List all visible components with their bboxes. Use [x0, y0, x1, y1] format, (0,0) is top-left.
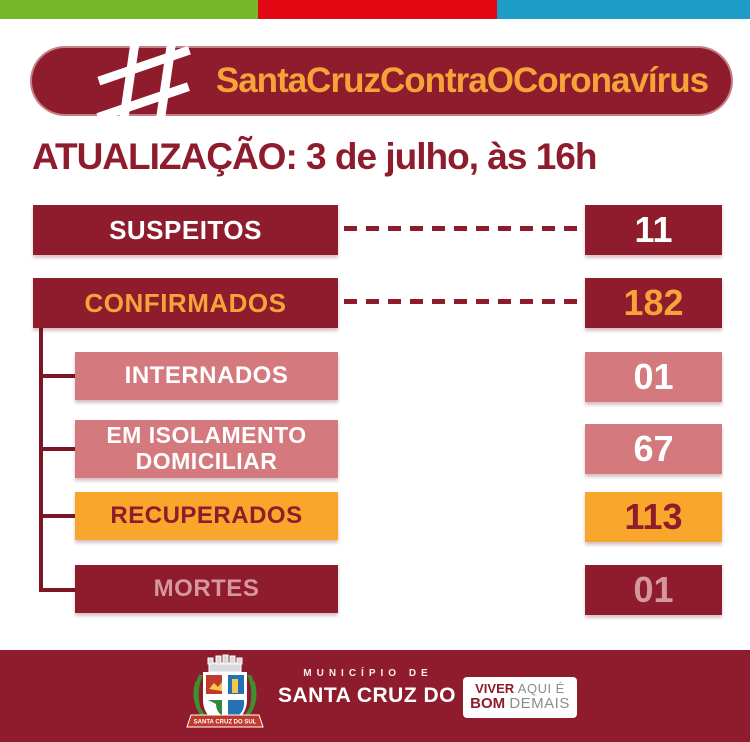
internados-label-box: INTERNADOS: [75, 352, 338, 400]
suspeitos-value: 11: [634, 209, 673, 250]
crest-ribbon-text: SANTA CRUZ DO SUL: [194, 720, 257, 726]
dashed-connector-confirmados: [344, 299, 580, 304]
tree-connector-recuperados: [41, 514, 75, 518]
badge-aqui-e: AQUI É: [517, 681, 565, 697]
top-stripe-red: [258, 0, 497, 19]
badge-demais: DEMAIS: [509, 695, 570, 713]
top-stripe-blue: [497, 0, 750, 19]
banner-hashtag-text: SantaCruzContraOCoronavírus: [215, 61, 709, 100]
badge-line-1: VIVER AQUI É: [475, 681, 565, 697]
isolamento-value: 67: [633, 428, 674, 469]
mortes-label: MORTES: [153, 575, 260, 602]
internados-label: INTERNADOS: [124, 362, 289, 389]
isolamento-label-box: EM ISOLAMENTO DOMICILIAR: [75, 420, 338, 478]
footer-band: SANTA CRUZ DO SUL MUNICÍPIO DE SANTA CRU…: [0, 650, 750, 742]
internados-value: 01: [633, 356, 674, 397]
tree-connector-internados: [41, 374, 75, 378]
confirmados-label-box: CONFIRMADOS: [33, 278, 338, 328]
recuperados-value: 113: [624, 496, 683, 537]
municipio-label: MUNICÍPIO DE: [303, 668, 433, 679]
update-headline: ATUALIZAÇÃO: 3 de julho, às 16h: [32, 136, 597, 177]
tree-connector-isolamento: [41, 447, 75, 451]
badge-viver: VIVER: [475, 681, 515, 697]
recuperados-value-box: 113: [585, 492, 722, 542]
hashtag-banner: SantaCruzContraOCoronavírus: [30, 38, 733, 141]
top-stripe-green: [0, 0, 258, 19]
hashtag-icon: [90, 36, 210, 141]
suspeitos-value-box: 11: [585, 205, 722, 255]
city-name: SANTA CRUZ DO SUL: [278, 684, 506, 707]
mortes-value-box: 01: [585, 565, 722, 615]
municipio-text-block: MUNICÍPIO DE SANTA CRUZ DO SUL: [278, 668, 506, 708]
internados-value-box: 01: [585, 352, 722, 402]
city-crest-logo: SANTA CRUZ DO SUL: [183, 653, 267, 739]
tree-connector-vertical: [39, 328, 43, 592]
confirmados-value: 182: [623, 282, 684, 323]
isolamento-value-box: 67: [585, 424, 722, 474]
viver-aqui-badge: VIVER AQUI É BOM DEMAIS: [463, 677, 577, 718]
isolamento-label: EM ISOLAMENTO DOMICILIAR: [106, 422, 307, 474]
mortes-value: 01: [633, 569, 674, 610]
recuperados-label-box: RECUPERADOS: [75, 492, 338, 540]
badge-line-2: BOM DEMAIS: [470, 696, 570, 713]
mortes-label-box: MORTES: [75, 565, 338, 613]
badge-bom: BOM: [470, 695, 506, 713]
tree-connector-mortes: [41, 588, 75, 592]
recuperados-label: RECUPERADOS: [110, 502, 303, 529]
suspeitos-label-box: SUSPEITOS: [33, 205, 338, 255]
suspeitos-label: SUSPEITOS: [109, 214, 262, 245]
confirmados-label: CONFIRMADOS: [84, 287, 287, 318]
dashed-connector-suspeitos: [344, 226, 580, 231]
confirmados-value-box: 182: [585, 278, 722, 328]
